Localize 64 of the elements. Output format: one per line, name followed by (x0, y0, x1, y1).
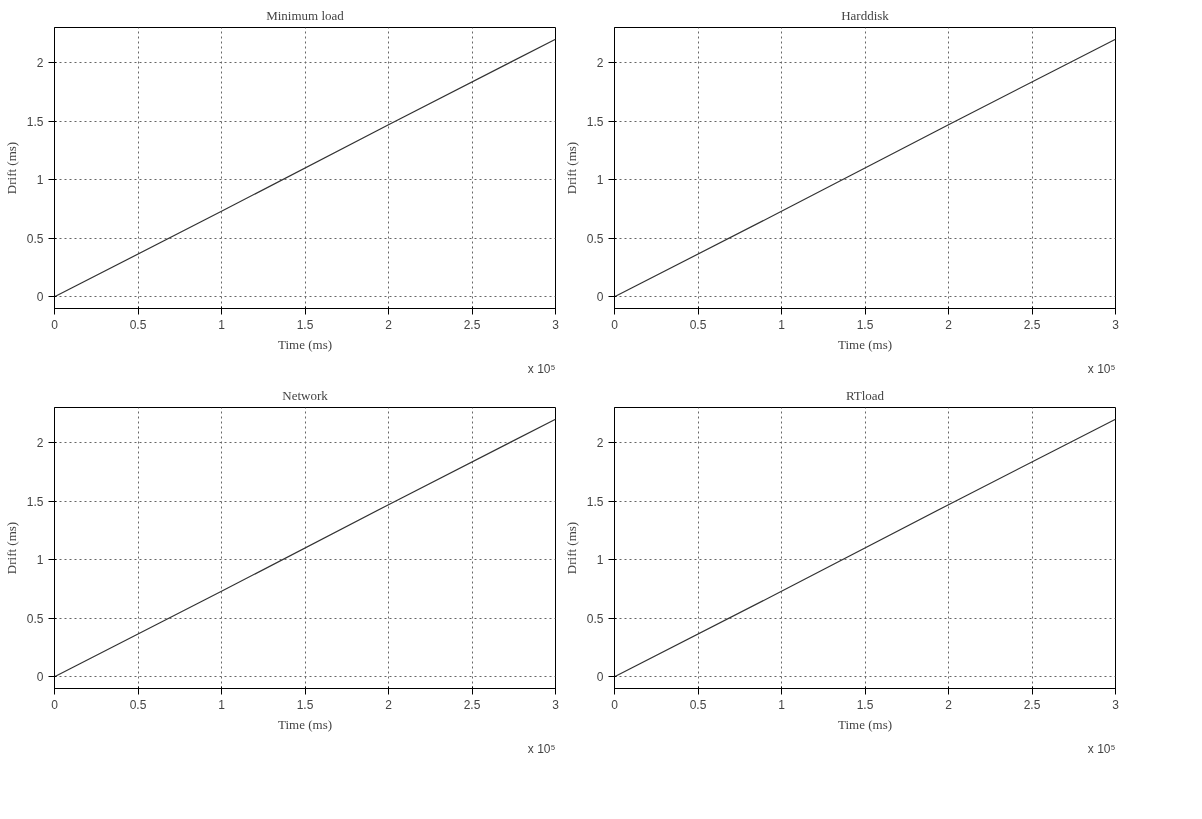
y-tick-label: 2 (36, 56, 44, 71)
y-tick-label: 2 (596, 436, 604, 451)
y-tick-label: 0.5 (26, 611, 44, 626)
y-tick-label: 2 (596, 56, 604, 71)
y-tick-label: 1 (36, 173, 44, 188)
text: x 10⁵ (1087, 361, 1116, 376)
y-axis-title: Drift (ms) (563, 141, 579, 195)
y-tick-label: 1 (36, 553, 44, 568)
x-tick-label: 0.5 (689, 317, 707, 332)
x-tick-label: 0.5 (689, 697, 707, 712)
y-tick-label: 1.5 (586, 494, 604, 509)
x-axis-title: Time (ms) (837, 336, 893, 352)
x-tick-label: 1.5 (856, 697, 874, 712)
x-tick-label: 3 (1112, 317, 1120, 332)
x-tick-label: 0.5 (129, 697, 147, 712)
y-tick-label: 0 (596, 290, 604, 305)
y-tick-label: 0.5 (26, 231, 44, 246)
x-axis-title: Time (ms) (277, 336, 333, 352)
chart-title: RTload (845, 387, 885, 403)
x-tick-label: 0 (51, 317, 59, 332)
y-tick-label: 1 (596, 173, 604, 188)
x-tick-label: 2.5 (463, 317, 481, 332)
y-tick-label: 0 (36, 670, 44, 685)
x-tick-label: 2 (945, 317, 953, 332)
x-tick-label: 0 (611, 317, 619, 332)
y-axis-title: Drift (ms) (563, 521, 579, 575)
y-axis-title: Drift (ms) (3, 521, 19, 575)
y-tick-label: 1.5 (26, 494, 44, 509)
chart-title: Harddisk (841, 7, 890, 23)
y-tick-label: 0.5 (586, 231, 604, 246)
x-tick-label: 1.5 (856, 317, 874, 332)
x-axis-title: Time (ms) (837, 716, 893, 732)
y-tick-label: 0 (596, 670, 604, 685)
x-tick-label: 1.5 (296, 697, 314, 712)
x-tick-label: 2 (945, 697, 953, 712)
y-tick-label: 1 (596, 553, 604, 568)
x-tick-label: 2.5 (463, 697, 481, 712)
text: x 10⁵ (527, 361, 556, 376)
y-tick-label: 1.5 (26, 114, 44, 129)
y-tick-label: 1.5 (586, 114, 604, 129)
x-tick-label: 3 (552, 697, 560, 712)
x-tick-label: 2 (385, 697, 393, 712)
x-tick-label: 2 (385, 317, 393, 332)
x-tick-label: 2.5 (1023, 697, 1041, 712)
chart-title: Network (282, 387, 329, 403)
x-tick-label: 3 (552, 317, 560, 332)
y-tick-label: 2 (36, 436, 44, 451)
x-tick-label: 1 (778, 317, 786, 332)
x-tick-label: 0 (51, 697, 59, 712)
y-tick-label: 0.5 (586, 611, 604, 626)
y-axis-title: Drift (ms) (3, 141, 19, 195)
x-tick-label: 0 (611, 697, 619, 712)
x-tick-label: 3 (1112, 697, 1120, 712)
chart-title: Minimum load (266, 7, 345, 23)
x-tick-label: 1.5 (296, 317, 314, 332)
y-tick-label: 0 (36, 290, 44, 305)
text: x 10⁵ (1087, 741, 1116, 756)
x-axis-title: Time (ms) (277, 716, 333, 732)
x-tick-label: 1 (218, 697, 226, 712)
x-tick-label: 1 (218, 317, 226, 332)
x-tick-label: 1 (778, 697, 786, 712)
text: x 10⁵ (527, 741, 556, 756)
x-tick-label: 0.5 (129, 317, 147, 332)
x-tick-label: 2.5 (1023, 317, 1041, 332)
